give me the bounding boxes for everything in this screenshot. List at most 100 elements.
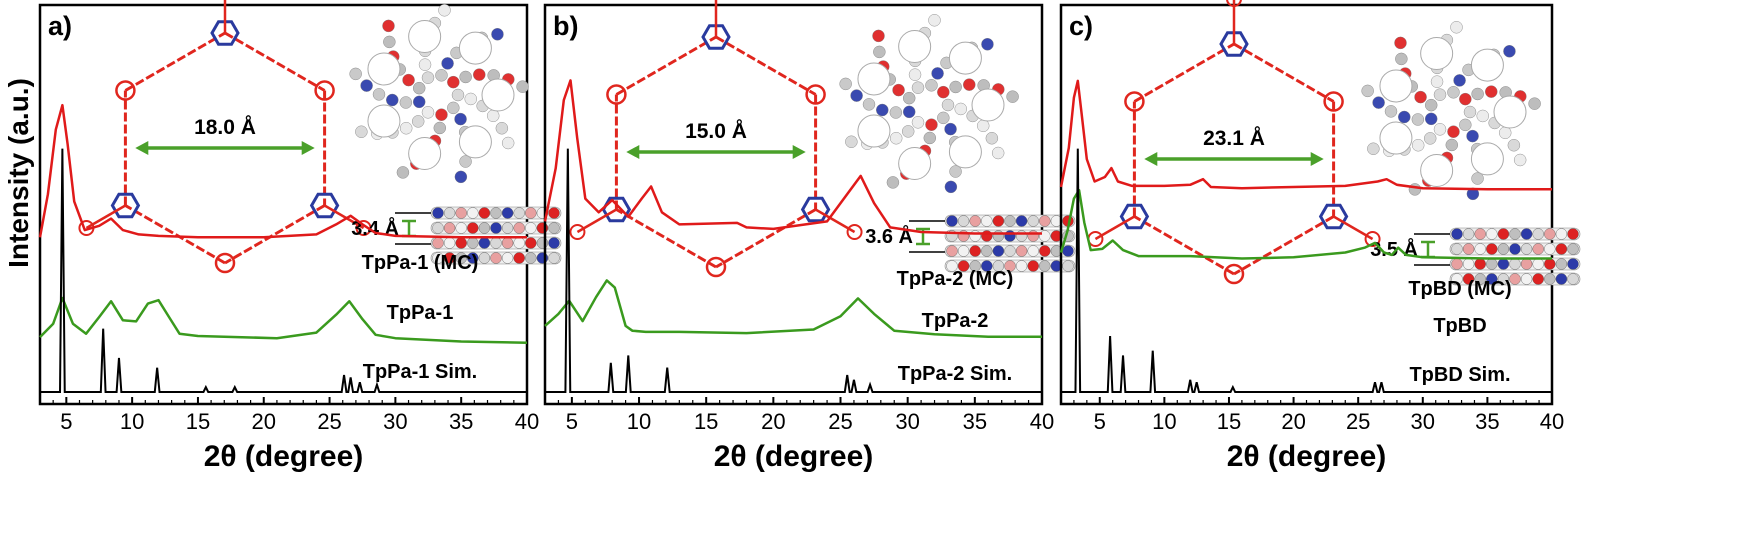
stack-atom — [1544, 243, 1556, 255]
linker-bond — [1133, 42, 1235, 103]
crystal-atom — [1394, 36, 1407, 50]
linker-ring — [1124, 91, 1145, 112]
crystal-pore — [898, 30, 932, 64]
stack-atom — [432, 252, 444, 264]
crystal-atom — [1372, 96, 1385, 109]
stack-atom — [1532, 228, 1544, 240]
linker-bond — [615, 208, 717, 269]
node-ring — [800, 196, 831, 223]
series-line-as-synthesized — [38, 103, 527, 239]
x-tick-label: 25 — [1346, 409, 1370, 434]
crystal-atom — [1425, 112, 1438, 126]
series-label: TpBD — [1433, 315, 1486, 337]
series-label: TpPa-1 — [387, 302, 454, 324]
crystal-atom — [421, 106, 435, 119]
x-tick-label: 30 — [383, 409, 407, 434]
stack-atom — [1004, 230, 1016, 242]
crystal-atom — [937, 111, 950, 125]
stack-atom — [1497, 273, 1510, 285]
crystal-atom — [1471, 87, 1484, 101]
crystal-atom — [396, 166, 410, 179]
panel-label: b) — [553, 11, 578, 41]
crystal-atom — [925, 79, 938, 92]
stack-atom — [501, 252, 514, 264]
crystal-atom — [411, 115, 425, 128]
crystal-pore — [408, 136, 442, 170]
stack-atom — [1544, 258, 1556, 270]
stack-atom — [443, 237, 456, 249]
crystal-atom — [923, 131, 936, 145]
x-tick-label: 10 — [627, 409, 651, 434]
crystal-atom — [1466, 129, 1479, 143]
crystal-atom — [949, 80, 962, 94]
x-tick-label: 40 — [1030, 409, 1054, 434]
crystal-atom — [850, 89, 863, 102]
stack-atom — [946, 260, 958, 272]
crystal-atom — [903, 91, 916, 105]
crystal-pore — [367, 104, 401, 138]
linker-ring — [1223, 263, 1245, 285]
series-line-mc — [1059, 188, 1552, 260]
crystal-atom — [928, 14, 941, 27]
crystal-atom — [454, 112, 467, 126]
stack-atom — [969, 260, 981, 272]
x-tick-label: 20 — [761, 409, 785, 434]
interlayer-spacing-label: 3.6 Å — [865, 224, 913, 248]
stack-atom — [1474, 273, 1486, 285]
crystal-atom — [873, 45, 886, 59]
crystal-atom — [839, 77, 852, 91]
stack-atom — [513, 252, 525, 264]
stack-atom — [1451, 228, 1463, 240]
crystal-atom — [876, 103, 889, 117]
stack-atom — [501, 207, 514, 219]
crystal-atom — [421, 71, 435, 84]
stack-atom — [455, 237, 467, 249]
x-tick-label: 30 — [895, 409, 919, 434]
crystal-atom — [1411, 113, 1425, 126]
crystal-atom — [908, 68, 922, 81]
crystal-atom — [1450, 21, 1463, 34]
stack-atom — [1039, 245, 1051, 257]
stack-atom — [1567, 243, 1579, 255]
stack-atom — [981, 230, 993, 242]
stack-atom — [467, 207, 479, 219]
crystal-atom — [447, 75, 460, 89]
crystal-atom — [1430, 75, 1444, 88]
crystal-pore — [948, 135, 982, 169]
stack-atom — [1486, 228, 1498, 240]
x-axis-label: 2θ (degree) — [714, 440, 874, 473]
crystal-atom — [872, 29, 885, 43]
crystal-atom — [1367, 142, 1380, 155]
stack-atom — [443, 252, 456, 264]
stack-atom — [548, 252, 560, 264]
stack-atom — [1039, 230, 1051, 242]
stack-atom — [1486, 243, 1498, 255]
interlayer-spacing-label: 3.5 Å — [1370, 237, 1418, 261]
crystal-atom — [954, 102, 967, 116]
crystal-atom — [447, 101, 460, 115]
chart-panel: b) 15.0 Å 3.6 Å TpPa-2 (MC) TpPa-2 TpPa-2 Sim… — [543, 0, 1076, 473]
crystal-pore — [408, 20, 442, 54]
stack-atom — [1474, 243, 1486, 255]
crystal-atom — [937, 85, 950, 99]
x-tick-label: 5 — [566, 409, 578, 434]
stack-atom — [1451, 243, 1463, 255]
linker-ring — [1323, 91, 1344, 112]
crystal-atom — [949, 165, 962, 178]
stack-atom — [525, 222, 537, 234]
crystal-atom — [501, 136, 515, 150]
stack-atom — [490, 207, 502, 219]
x-tick-label: 20 — [252, 409, 276, 434]
stack-atom — [443, 222, 456, 234]
stack-atom — [548, 222, 560, 234]
pore-arrow-head-left — [626, 145, 640, 159]
crystal-pore — [458, 31, 492, 65]
stack-atom — [1520, 228, 1533, 240]
crystal-atom — [1471, 172, 1484, 185]
crystal-atom — [1453, 74, 1466, 87]
crystal-atom — [944, 180, 958, 194]
crystal-atom — [1414, 90, 1427, 104]
crystal-atom — [901, 125, 915, 138]
crystal-pore — [1470, 48, 1504, 82]
arm-ring — [1364, 231, 1381, 247]
